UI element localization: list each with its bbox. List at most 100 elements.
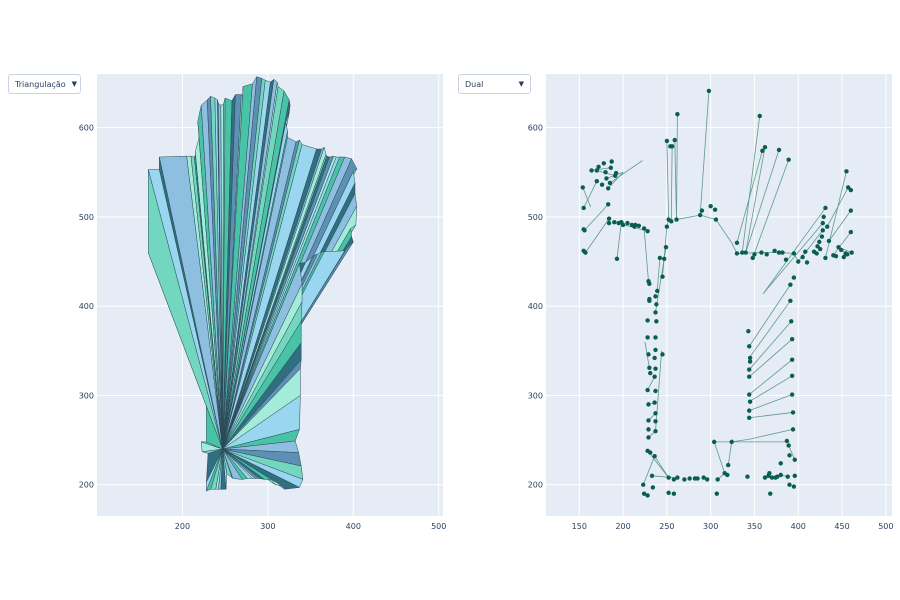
dual-x-tick-label: 450 [834, 522, 849, 531]
dual-node [789, 357, 795, 362]
dual-node [582, 228, 587, 233]
dual-node [725, 472, 730, 478]
dual-y-tick-label: 300 [528, 391, 543, 400]
triangulation-dropdown-label: Triangulação [15, 79, 66, 89]
dual-node [653, 335, 658, 340]
dual-node [653, 428, 658, 434]
dual-node [743, 250, 748, 255]
dual-node [648, 370, 653, 376]
triangulation-x-tick-label: 300 [260, 522, 275, 531]
dual-node [752, 252, 757, 257]
dual-node [609, 159, 614, 164]
triangle-down-icon: ▼ [518, 80, 524, 88]
dual-node [800, 254, 805, 260]
dual-edge [748, 284, 791, 347]
dual-node [820, 220, 825, 226]
dual-node [706, 88, 712, 94]
dual-node [712, 207, 718, 212]
triangulation-dropdown[interactable]: Triangulação ▼ [8, 74, 81, 94]
dual-node [647, 365, 652, 370]
dual-edge [745, 147, 766, 253]
dual-node [715, 477, 720, 482]
triangulation-plot[interactable]: 200 300 400 500 200 300 400 500 600 [79, 74, 447, 531]
dual-edge [752, 159, 790, 259]
dual-edge [762, 207, 826, 294]
dual-node [625, 220, 630, 226]
dual-edge [788, 445, 796, 460]
dual-node [641, 491, 647, 496]
dual-node [645, 387, 650, 393]
triangulation-y-tick-label: 600 [79, 124, 94, 133]
dual-node [645, 335, 650, 340]
dual-edge [727, 441, 733, 466]
dual-edge [749, 394, 793, 412]
dual-node [606, 216, 612, 221]
dual-edge [745, 149, 780, 253]
dual-node [772, 248, 777, 253]
dual-node [804, 260, 810, 265]
dual-node [647, 298, 652, 304]
dual-node [792, 473, 797, 479]
dual-node [669, 219, 674, 224]
dual-node [714, 491, 720, 496]
dual-node [747, 415, 752, 420]
dual-edge [749, 428, 794, 440]
dual-node [646, 418, 651, 423]
dual-node [654, 319, 659, 324]
dual-node [838, 247, 844, 253]
dual-node [747, 399, 753, 404]
dual-node [762, 145, 768, 150]
dual-node [764, 252, 769, 257]
dual-node [675, 475, 680, 480]
dual-node [641, 226, 647, 231]
dual-node [776, 250, 782, 255]
dual-node [803, 249, 808, 254]
dual-node [653, 419, 658, 424]
dual-node [653, 294, 658, 299]
dual-node [599, 182, 605, 187]
dual-edge [741, 115, 761, 253]
dual-node [687, 476, 692, 481]
dual-node [607, 180, 613, 186]
dual-node [849, 250, 854, 255]
dual-node [646, 352, 651, 357]
dual-node [775, 474, 780, 479]
dual-node [791, 275, 797, 280]
dual-node [653, 388, 658, 394]
dual-node [823, 205, 828, 211]
dual-node [783, 257, 789, 262]
dual-node [708, 203, 713, 209]
dual-edge [647, 450, 669, 478]
dual-node [785, 474, 790, 479]
dual-node [848, 187, 854, 193]
dual-edge [674, 140, 677, 220]
dual-dropdown[interactable]: Dual ▼ [458, 74, 531, 94]
dual-node [664, 138, 670, 144]
dual-edge [584, 204, 609, 231]
dual-node [750, 255, 755, 261]
dual-node [697, 212, 703, 218]
dual-node [788, 298, 793, 304]
dual-node [788, 282, 793, 287]
dual-node [820, 228, 825, 233]
dual-edge [715, 219, 733, 243]
dual-node [663, 245, 669, 250]
dual-y-tick-label: 200 [528, 481, 543, 490]
dual-node [608, 165, 614, 170]
dual-node [792, 457, 797, 462]
triangle-down-icon: ▼ [71, 80, 78, 88]
dual-node [848, 229, 854, 235]
dual-graph-plot[interactable]: 150 200 250 300 350 400 450 500 200 300 400 500 600 [528, 74, 894, 531]
dual-node [646, 402, 651, 407]
dual-node [674, 217, 679, 222]
dual-edge [616, 222, 622, 259]
dual-node [641, 482, 646, 487]
dual-node [713, 217, 719, 222]
dual-node [603, 170, 608, 175]
dual-node [747, 355, 753, 361]
dual-node [821, 214, 826, 220]
dual-node [655, 288, 660, 294]
dual-edge [749, 412, 794, 419]
dual-node [780, 250, 785, 255]
dual-node [614, 256, 620, 262]
